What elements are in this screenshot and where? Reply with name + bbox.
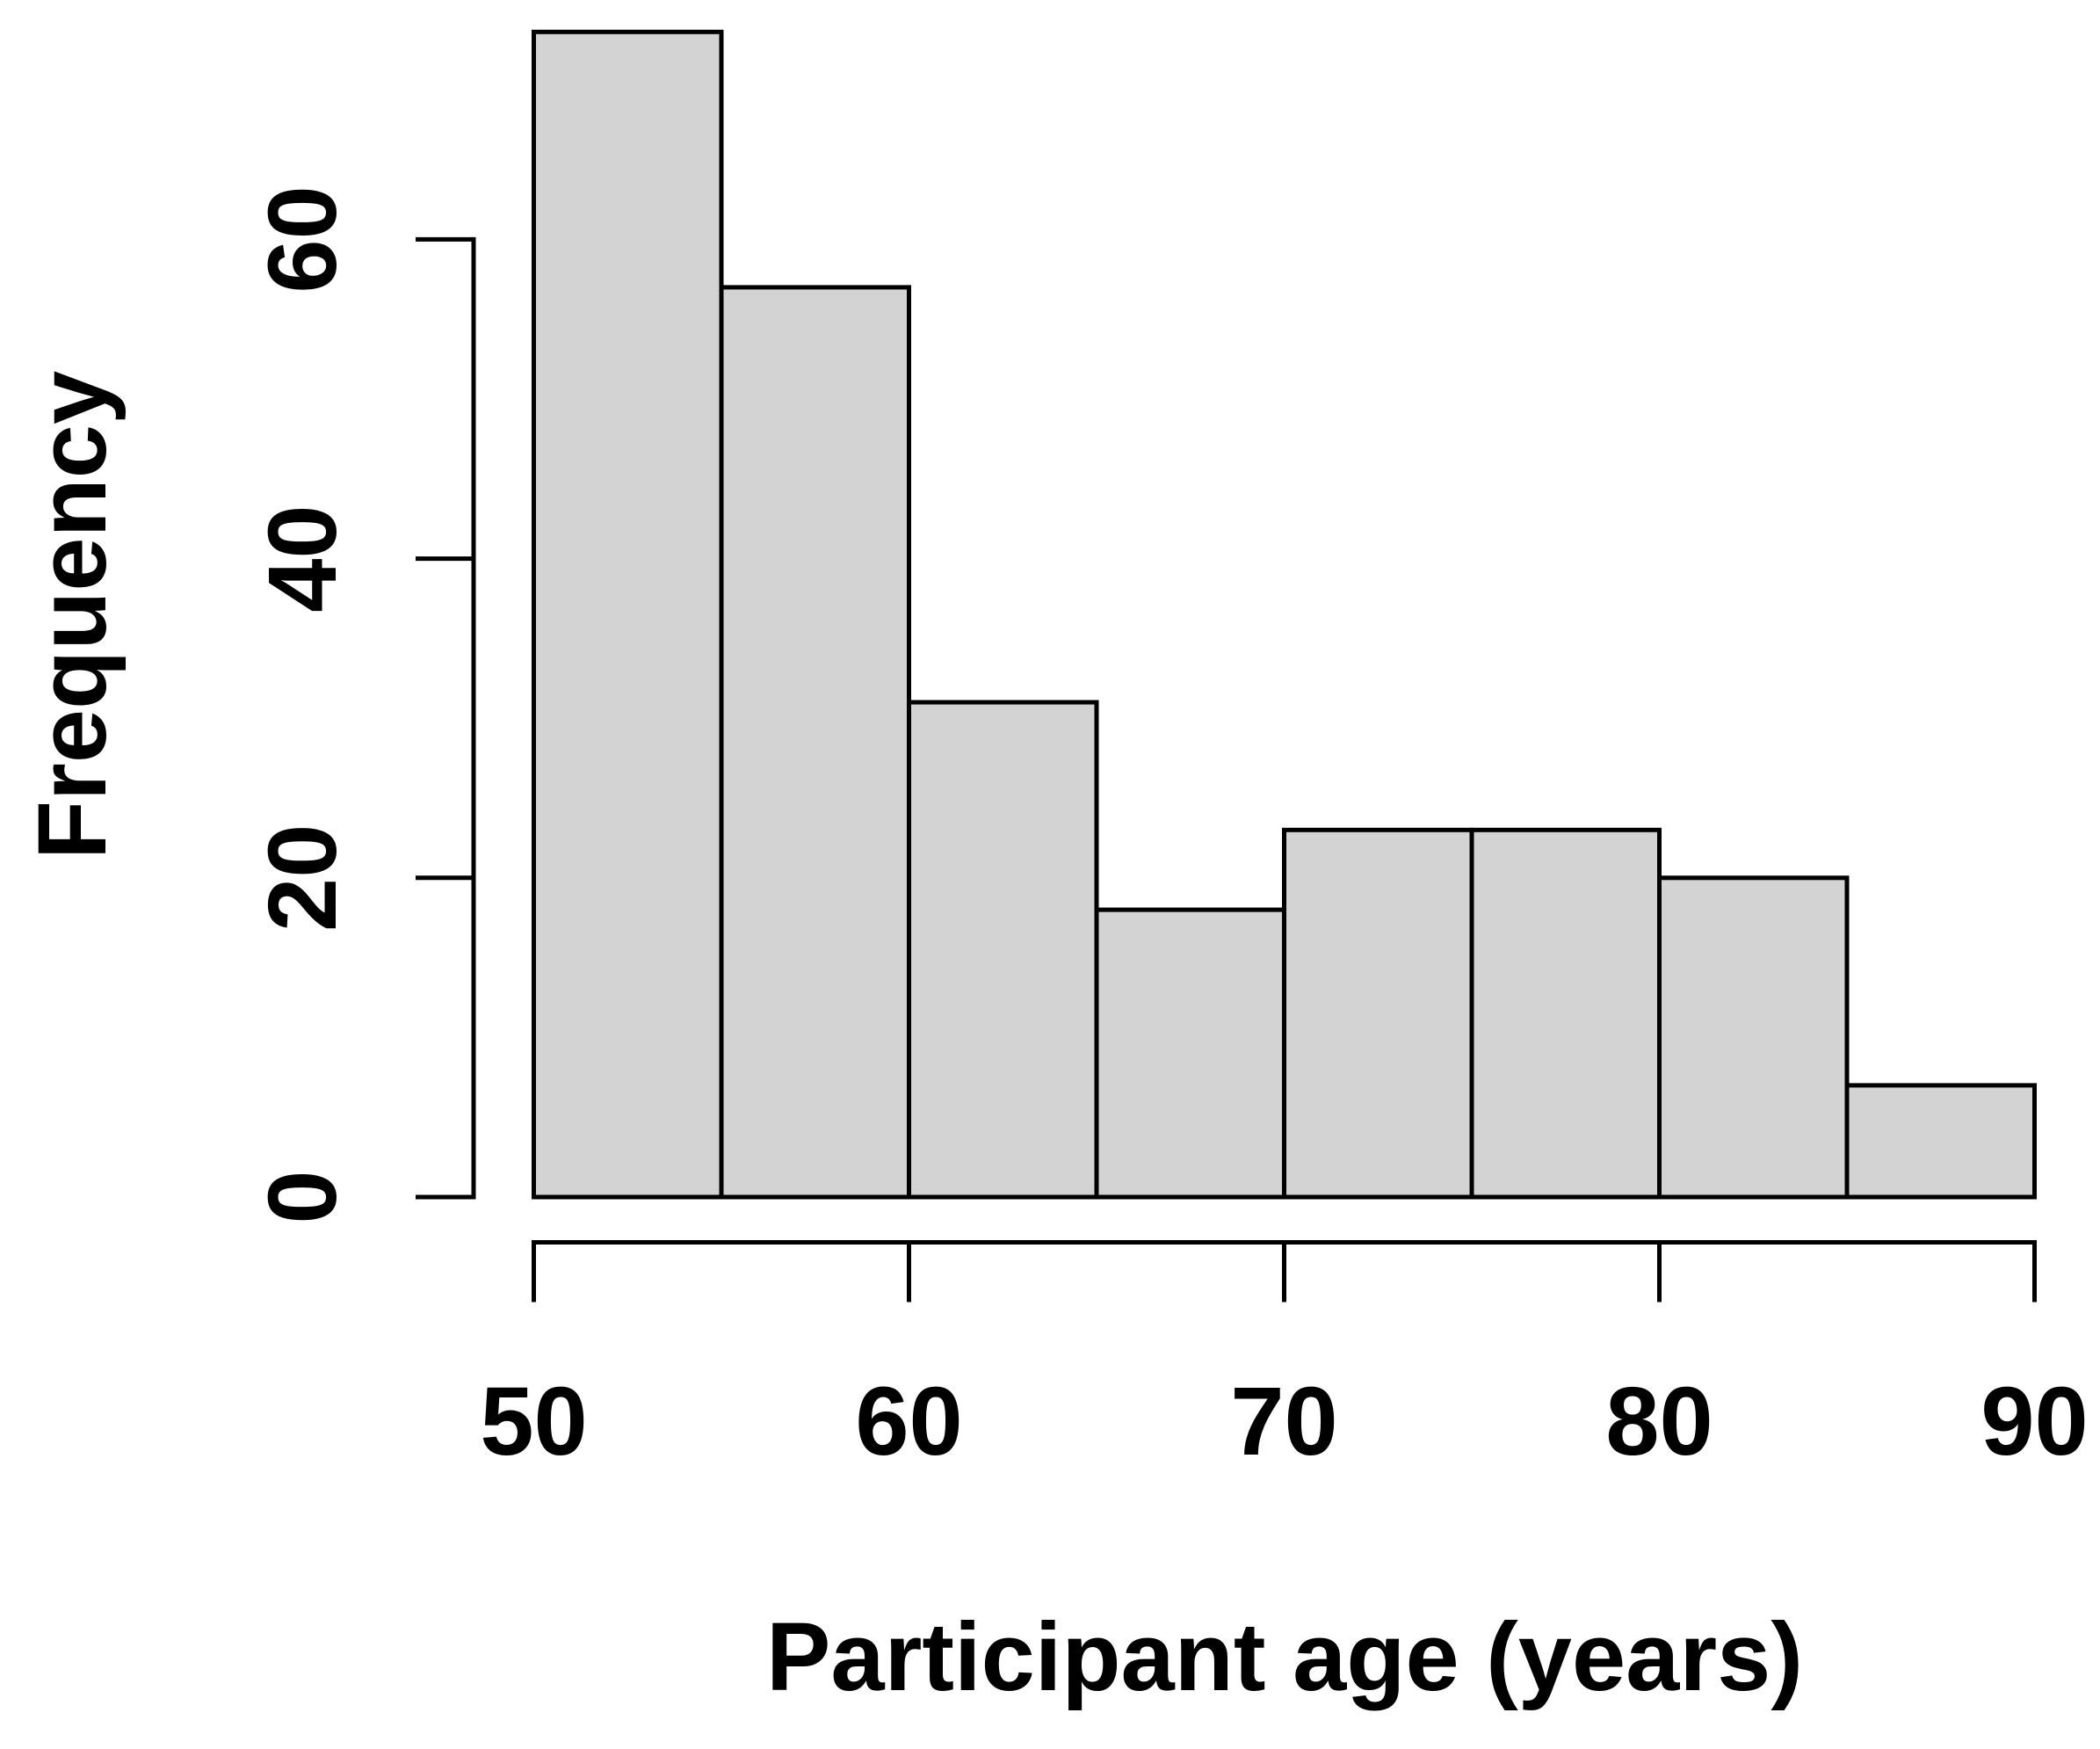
histogram-bar-85-90 — [1844, 1083, 2037, 1200]
histogram-bar-70-75 — [1282, 827, 1474, 1200]
histogram-bar-65-70 — [1094, 907, 1286, 1200]
histogram-bar-55-60 — [719, 285, 911, 1200]
histogram-bar-80-85 — [1657, 875, 1850, 1200]
x-tick-label-60: 60 — [855, 1368, 962, 1476]
x-tick-label-70: 70 — [1230, 1368, 1337, 1476]
x-tick-label-80: 80 — [1605, 1368, 1713, 1476]
axes-layer: 0 20 40 60 50 60 70 80 90 — [249, 185, 2089, 1476]
y-axis-title: Frequency — [18, 371, 127, 860]
x-tick-label-90: 90 — [1981, 1368, 2088, 1476]
histogram-bar-75-80 — [1469, 827, 1662, 1200]
y-tick-label-0: 0 — [249, 1170, 357, 1223]
y-tick-label-20: 20 — [249, 824, 357, 932]
x-axis-title: Participant age (years) — [766, 1603, 1803, 1711]
bars-layer — [532, 29, 2037, 1200]
x-tick-label-50: 50 — [480, 1368, 587, 1476]
histogram-bar-50-55 — [532, 29, 724, 1200]
y-tick-label-40: 40 — [249, 504, 357, 612]
histogram-bar-60-65 — [907, 700, 1099, 1200]
y-tick-label-60: 60 — [249, 185, 357, 293]
